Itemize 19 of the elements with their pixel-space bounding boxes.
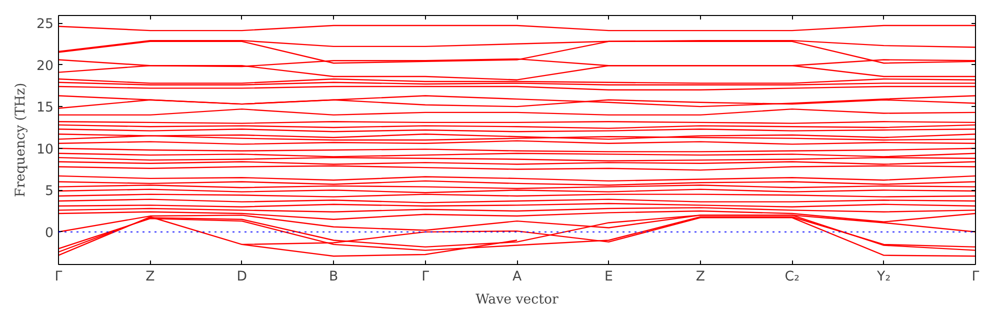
x-tick-label: Z — [696, 270, 705, 284]
x-tick-label: D — [236, 270, 248, 284]
y-tick-label: 15 — [36, 100, 54, 116]
x-tick-label: A — [512, 270, 522, 284]
x-tick-label: E — [604, 270, 613, 284]
x-tick-label: Y₂ — [876, 270, 891, 284]
x-tick-label: Γ — [422, 270, 430, 284]
y-tick-label: 0 — [45, 226, 54, 241]
y-tick-label: 5 — [45, 184, 54, 200]
x-tick-label: Γ — [972, 270, 980, 284]
x-tick-label: C₂ — [784, 270, 800, 284]
y-axis-title: Frequency (THz) — [14, 82, 29, 198]
x-tick-label: Γ — [54, 270, 63, 284]
y-tick-label: 20 — [36, 58, 54, 74]
y-tick-label: 10 — [36, 142, 54, 158]
y-tick-label: 25 — [36, 17, 54, 32]
x-tick-label: B — [329, 270, 338, 284]
x-axis-title: Wave vector — [476, 292, 560, 308]
x-tick-label: Z — [146, 270, 155, 284]
